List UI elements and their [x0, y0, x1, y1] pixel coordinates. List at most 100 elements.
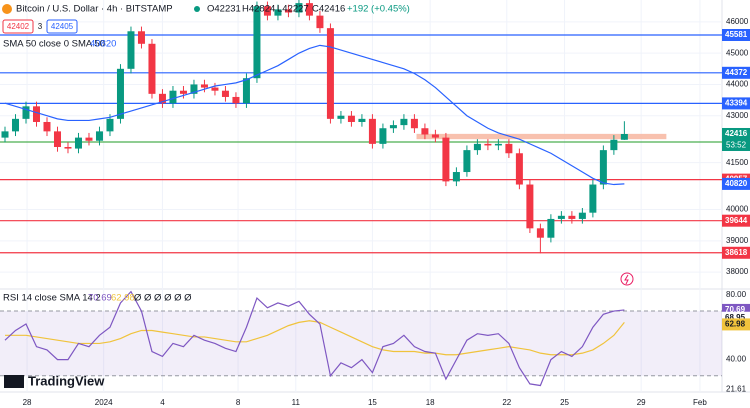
- x-tick-label: 29: [637, 398, 646, 407]
- candle-body: [253, 6, 261, 79]
- candle-body: [200, 84, 208, 88]
- candle-body: [305, 3, 313, 16]
- candle-body: [158, 93, 166, 104]
- spread: 3: [38, 22, 43, 31]
- rsi-tick-label: 80.00: [726, 290, 747, 299]
- rsi-value: 70.69: [88, 293, 112, 304]
- rsi-tick-label: 21.61: [726, 385, 747, 394]
- candle-body: [473, 143, 481, 151]
- bid: 42402: [7, 22, 30, 31]
- ohlc-value: C42416: [312, 4, 345, 15]
- candle-body: [557, 215, 565, 219]
- candle-body: [169, 90, 177, 104]
- candle-body: [179, 90, 187, 94]
- y-tick-label: 45000: [726, 48, 749, 57]
- x-tick-label: 2024: [95, 398, 113, 407]
- candle-body: [505, 143, 513, 154]
- level-label: 43394: [725, 99, 748, 108]
- rsi-other-axis-label: 68.95: [725, 313, 746, 322]
- candle-body: [568, 215, 576, 219]
- sma-line: [4, 44, 625, 186]
- candle-body: [106, 118, 114, 132]
- candle-body: [463, 150, 471, 173]
- candle-body: [74, 137, 82, 149]
- x-tick-label: Feb: [693, 398, 707, 407]
- candle-body: [515, 153, 523, 185]
- candle-body: [610, 139, 618, 151]
- y-tick-label: 44000: [726, 80, 749, 89]
- y-tick-label: 39000: [726, 236, 749, 245]
- candle-body: [127, 31, 135, 69]
- candle-body: [547, 218, 555, 238]
- candle-body: [326, 28, 334, 119]
- y-tick-label: 41500: [726, 158, 749, 167]
- candle-body: [599, 150, 607, 185]
- rsi-band: [0, 311, 722, 376]
- candle-body: [190, 84, 198, 94]
- ohlc-value: +192 (+0.45%): [347, 4, 410, 15]
- chart-title: Bitcoin / U.S. Dollar · 4h · BITSTAMP: [16, 4, 173, 15]
- sma-value: 40820: [90, 39, 116, 50]
- coin-icon: [2, 4, 12, 14]
- rsi-label: RSI 14 close SMA 14 2: [3, 293, 101, 304]
- ohlc-value: L42227: [277, 4, 309, 15]
- ohlc-value: O42231: [207, 4, 241, 15]
- x-tick-label: 18: [426, 398, 435, 407]
- rsi-value-axis-label: 70.69: [725, 305, 746, 314]
- rsi-sma-line: [4, 320, 625, 356]
- candle-body: [452, 172, 460, 182]
- rsi-sma-axis-box: [722, 318, 750, 331]
- candle-body: [589, 184, 597, 213]
- candle-body: [410, 118, 418, 129]
- candle-body: [32, 106, 40, 122]
- candle-body: [211, 87, 219, 91]
- candle-body: [95, 131, 103, 141]
- candle-body: [526, 184, 534, 229]
- candle-body: [494, 143, 502, 146]
- level-box: [722, 66, 750, 79]
- zone: [416, 133, 667, 140]
- event-bolt: [624, 274, 629, 285]
- candle-body: [116, 68, 124, 119]
- countdown-box: [722, 139, 750, 151]
- level-box: [722, 246, 750, 259]
- ask: 42405: [51, 22, 74, 31]
- sma-label: SMA 50 close 0 SMA 50: [3, 39, 105, 50]
- sma-axis-label: 40820: [725, 179, 748, 188]
- candle-body: [53, 131, 61, 148]
- bid-box[interactable]: [2, 19, 34, 34]
- candle-body: [11, 118, 19, 132]
- level-box: [722, 97, 750, 110]
- candle-body: [295, 3, 303, 13]
- x-tick-label: 22: [502, 398, 511, 407]
- level-label: 38618: [725, 248, 748, 257]
- last-price-box: [722, 127, 750, 140]
- candle-body: [536, 228, 544, 238]
- candle-body: [389, 125, 397, 129]
- candle-body: [316, 15, 324, 29]
- market-status: [194, 6, 200, 12]
- candle-body: [368, 118, 376, 144]
- y-tick-label: 43000: [726, 111, 749, 120]
- level-label: 44372: [725, 68, 748, 77]
- rsi-tick-label: 40.00: [726, 355, 747, 364]
- y-tick-label: 46000: [726, 17, 749, 26]
- candle-body: [620, 133, 628, 140]
- y-tick-label: 40000: [726, 205, 749, 214]
- rsi-sma-value: 62.98: [111, 293, 135, 304]
- candle-body: [421, 128, 429, 135]
- x-tick-label: 25: [560, 398, 569, 407]
- rsi-sma-axis-label: 62.98: [725, 320, 746, 329]
- event-icon[interactable]: [620, 272, 634, 286]
- level-box: [722, 214, 750, 227]
- candle-body: [578, 212, 586, 219]
- candle-body: [337, 115, 345, 119]
- rsi-na: Ø Ø Ø Ø Ø Ø: [134, 293, 192, 304]
- ask-box[interactable]: [46, 19, 78, 34]
- candle-body: [148, 43, 156, 94]
- candle-body: [274, 9, 282, 16]
- x-tick-label: 11: [292, 398, 301, 407]
- level-label: 45581: [725, 30, 748, 39]
- candle-body: [442, 137, 450, 182]
